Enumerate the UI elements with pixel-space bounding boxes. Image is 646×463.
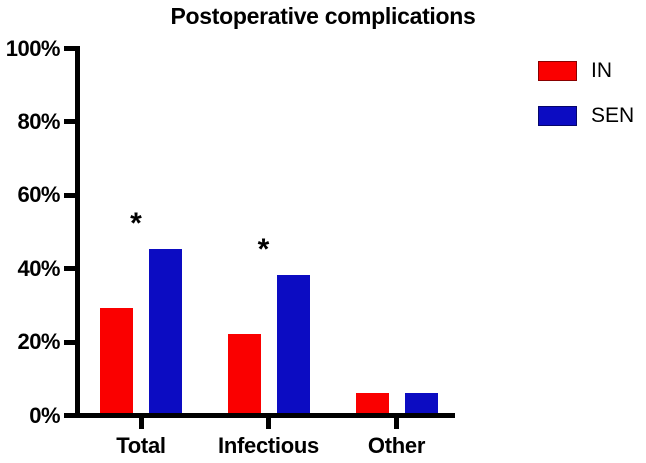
y-axis-label: 100% (5, 35, 61, 61)
legend: IN SEN (538, 60, 634, 127)
y-axis-label: 40% (17, 255, 60, 281)
y-axis-tick (64, 413, 75, 418)
y-axis-label: 60% (17, 182, 60, 208)
x-axis-label: Infectious (218, 433, 319, 458)
plot-area (75, 46, 455, 418)
legend-swatch (538, 106, 577, 126)
x-axis-tick (394, 418, 399, 429)
legend-swatch (538, 61, 577, 81)
significance-asterisk: * (130, 207, 142, 241)
x-axis-label: Other (367, 433, 426, 458)
chart-title: Postoperative complications (170, 3, 476, 29)
legend-label: SEN (591, 104, 635, 127)
y-axis-label: 80% (17, 108, 60, 134)
bar-sen-other (404, 393, 438, 413)
bar-sen-infectious (276, 275, 310, 413)
legend-item-sen: SEN (538, 105, 634, 127)
x-axis-tick (138, 418, 144, 429)
x-axis-label: Total (116, 433, 166, 458)
y-axis-tick (64, 339, 75, 345)
bar-sen-total (149, 249, 182, 413)
significance-asterisk: * (257, 233, 270, 267)
y-axis-label: 20% (17, 329, 60, 355)
bar-in-total (100, 308, 133, 413)
legend-item-in: IN (538, 60, 634, 82)
bar-in-infectious (227, 334, 261, 413)
x-axis-tick (266, 418, 271, 429)
y-axis-tick (64, 119, 75, 125)
y-axis-tick (64, 192, 75, 198)
y-axis-tick (64, 46, 75, 51)
y-axis-tick (64, 266, 75, 272)
bar-in-other (355, 393, 389, 413)
legend-label: IN (591, 59, 612, 82)
y-axis-label: 0% (29, 402, 60, 428)
